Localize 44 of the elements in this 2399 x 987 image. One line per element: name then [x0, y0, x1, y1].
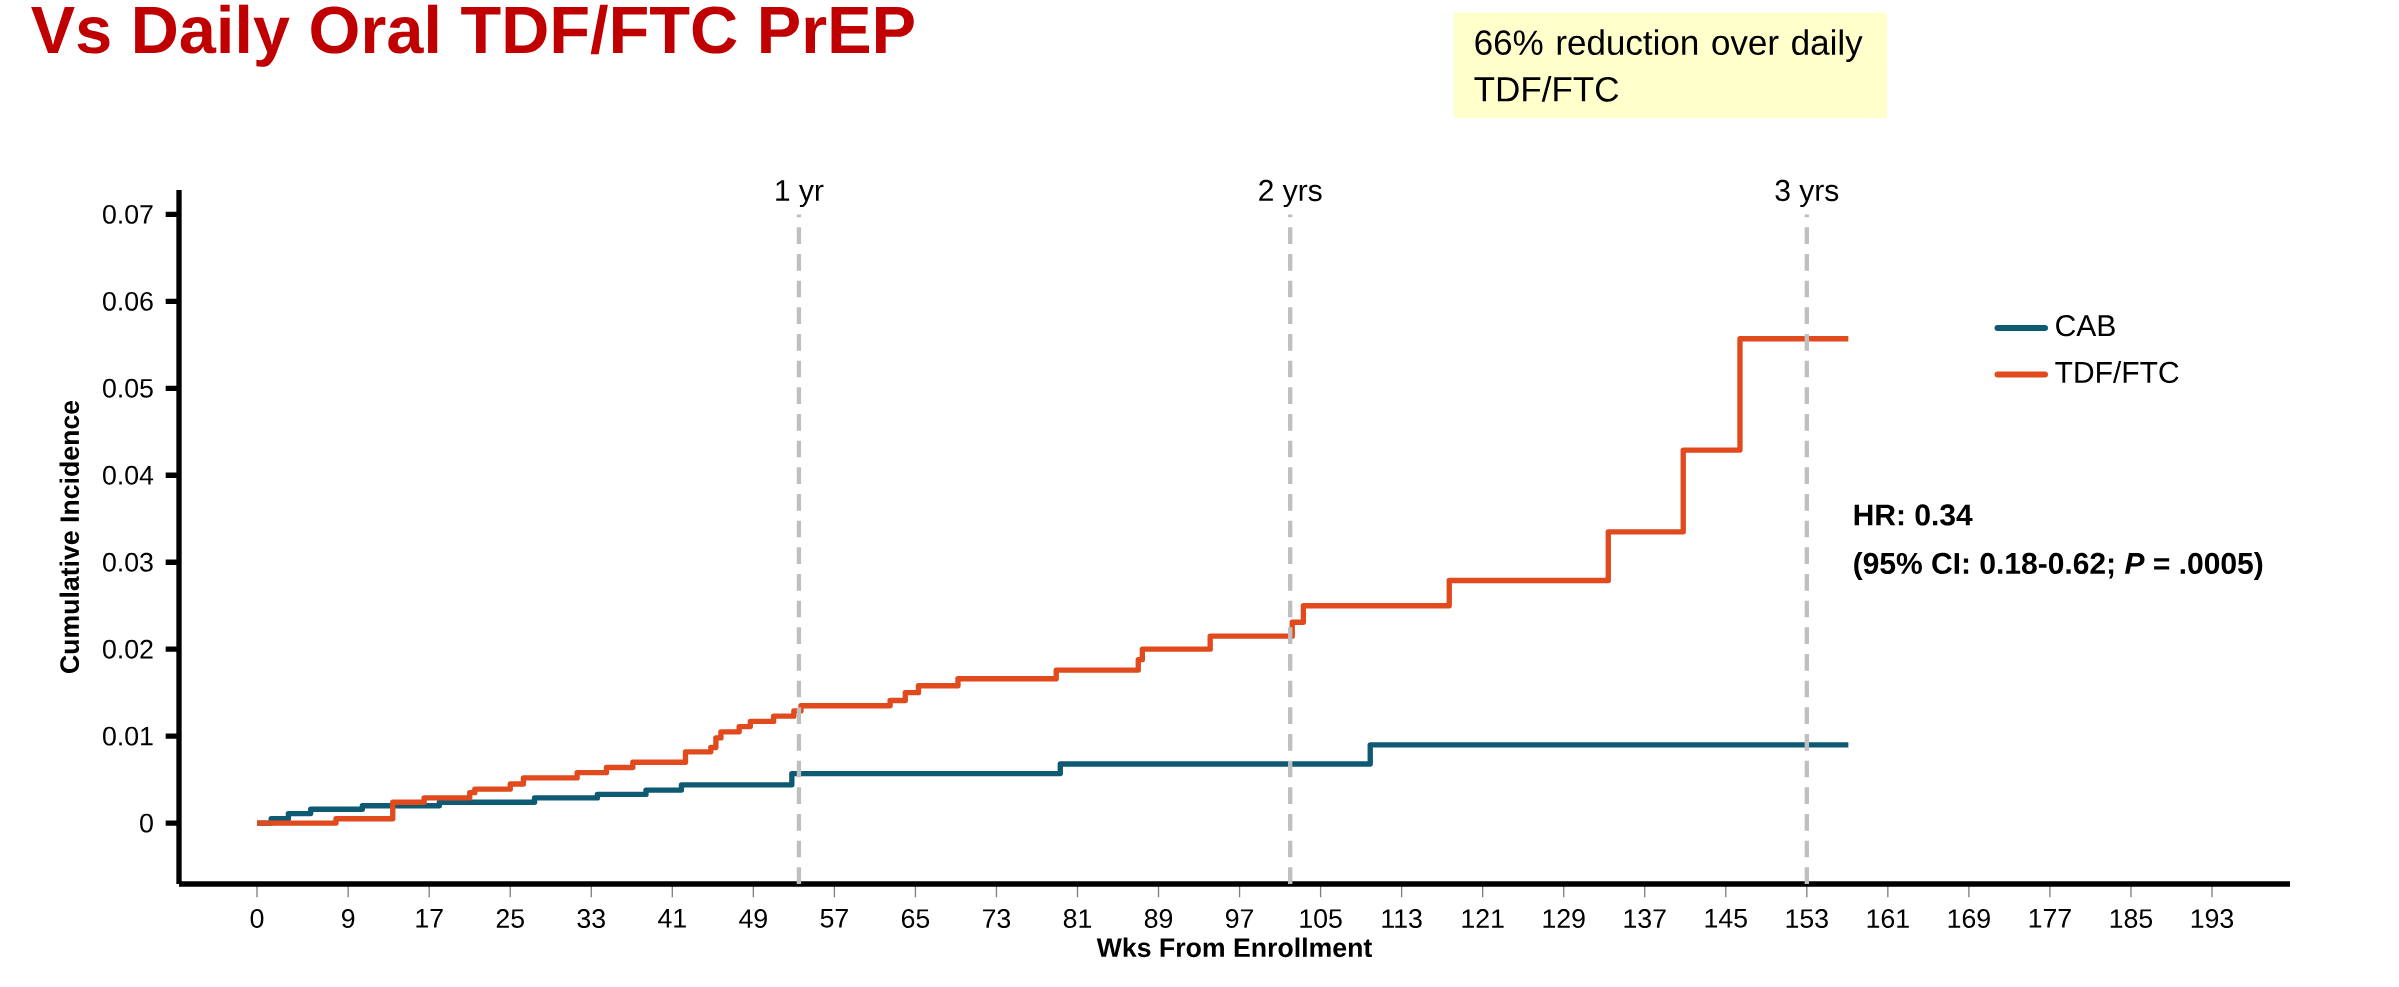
annotation: (95% CI: 0.18-0.62; P = .0005)	[1854, 552, 2263, 580]
x-tick-label: 0	[250, 909, 264, 928]
x-tick-label: 17	[416, 909, 443, 928]
y-tick-label: 0.03	[103, 552, 153, 572]
x-tick-label: 177	[2029, 909, 2071, 928]
x-tick-label: 113	[1382, 909, 1422, 928]
x-tick-label: 41	[658, 909, 686, 928]
x-axis-title: Wks From Enrollment	[1096, 937, 1372, 958]
x-tick-label: 105	[1300, 909, 1342, 928]
y-tick-label: 0.05	[103, 378, 153, 398]
x-tick-label: 57	[820, 909, 848, 928]
x-tick-label: 97	[1225, 909, 1254, 928]
x-tick-label: 169	[1948, 909, 1990, 928]
x-tick-label: 65	[901, 909, 930, 928]
x-tick-label: 81	[1063, 909, 1092, 928]
ref-line-label: 3 yrs	[1775, 179, 1839, 208]
y-tick-label: 0.02	[103, 639, 153, 659]
x-tick-label: 73	[982, 909, 1011, 928]
y-tick-label: 0	[140, 813, 153, 833]
legend-label: TDF/FTC	[2055, 361, 2179, 384]
legend-label: CAB	[2056, 315, 2115, 337]
x-tick-label: 89	[1144, 909, 1173, 928]
y-tick-label: 0.01	[103, 726, 153, 746]
y-axis-title: Cumulative Incidence	[59, 400, 80, 673]
x-tick-label: 193	[2191, 909, 2234, 928]
x-tick-label: 161	[1867, 909, 1909, 928]
x-tick-label: 25	[496, 909, 524, 928]
annotation: HR: 0.34	[1854, 504, 1973, 526]
x-tick-label: 121	[1462, 909, 1504, 928]
y-tick-label: 0.06	[103, 291, 153, 311]
ref-line-label: 1 yr	[776, 180, 824, 208]
ref-line-label: 2 yrs	[1259, 179, 1322, 208]
text: 66% reduction over daily TDF/FTC	[1474, 29, 1863, 102]
x-tick-label: 33	[577, 909, 605, 928]
x-tick-label: 137	[1624, 909, 1666, 928]
x-tick-label: 129	[1543, 909, 1585, 928]
y-tick-label: 0.04	[103, 465, 154, 485]
y-tick-label: 0.07	[103, 204, 153, 224]
x-tick-label: 145	[1705, 909, 1747, 928]
x-tick-label: 9	[342, 909, 355, 928]
x-tick-label: 49	[739, 909, 767, 928]
x-tick-label: 153	[1786, 909, 1828, 928]
chart-title: Vs Daily Oral TDF/FTC PrEP	[31, 4, 914, 67]
x-tick-label: 185	[2110, 909, 2153, 928]
